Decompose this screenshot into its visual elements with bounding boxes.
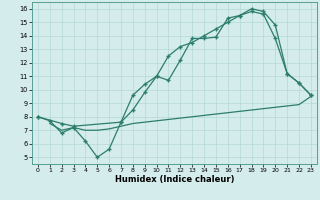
X-axis label: Humidex (Indice chaleur): Humidex (Indice chaleur) bbox=[115, 175, 234, 184]
